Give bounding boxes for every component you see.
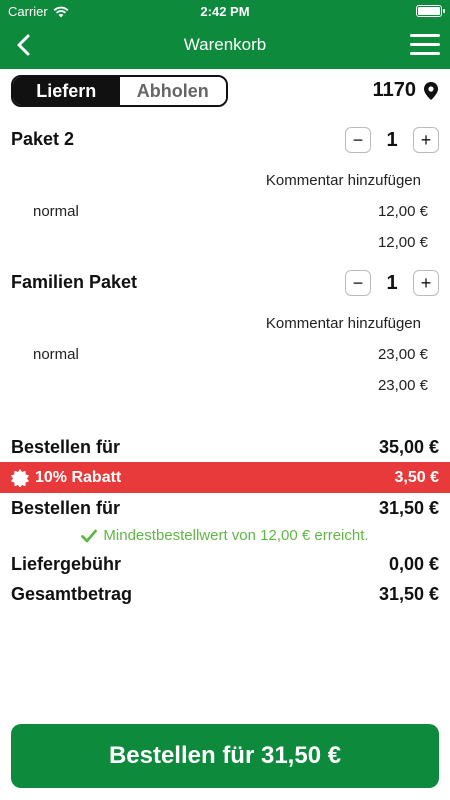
delivery-mode-toggle: Liefern Abholen [11, 75, 228, 107]
add-comment-link[interactable]: Kommentar hinzufügen [265, 172, 421, 189]
nav-bar: Warenkorb [0, 22, 450, 69]
subtotal-row: Bestellen für 35,00 € [11, 437, 439, 458]
add-comment-link[interactable]: Kommentar hinzufügen [265, 315, 421, 332]
carrier-label: Carrier [8, 4, 48, 19]
variant-price: 12,00 € [377, 203, 428, 220]
item-variant: normal [33, 203, 79, 220]
tab-pickup[interactable]: Abholen [119, 77, 226, 105]
delivery-fee-value: 0,00 € [388, 554, 439, 574]
discounted-total-row: Bestellen für 31,50 € [11, 498, 439, 519]
carrier-info: Carrier [8, 4, 69, 19]
cart-item-name: Paket 2 [11, 129, 75, 149]
item-variant: normal [33, 346, 79, 363]
grand-total-row: Gesamtbetrag 31,50 € [11, 584, 439, 605]
quantity-value: 1 [386, 271, 398, 294]
location-pin-icon [424, 81, 438, 100]
increase-button[interactable]: + [413, 127, 439, 153]
quantity-stepper: − 1 + [345, 270, 439, 296]
decrease-button[interactable]: − [345, 270, 371, 296]
quantity-value: 1 [386, 128, 398, 151]
postal-code: 1170 [372, 79, 416, 101]
hamburger-menu-icon[interactable] [410, 34, 440, 56]
status-bar: Carrier 2:42 PM [0, 0, 450, 22]
subtotal-label: Bestellen für [11, 437, 121, 457]
status-time: 2:42 PM [200, 4, 250, 19]
checkmark-icon [81, 529, 98, 542]
discount-value: 3,50 € [394, 468, 439, 486]
grand-total-label: Gesamtbetrag [11, 584, 133, 604]
wifi-icon [53, 6, 69, 17]
item-total: 23,00 € [377, 377, 428, 394]
back-arrow-icon[interactable] [12, 32, 38, 58]
discount-label: 10% Rabatt [35, 468, 122, 486]
battery-icon [416, 5, 445, 17]
page-title: Warenkorb [183, 35, 267, 54]
increase-button[interactable]: + [413, 270, 439, 296]
discount-banner: 10% Rabatt 3,50 € [0, 462, 450, 493]
subtotal-value: 35,00 € [378, 437, 439, 457]
min-order-status: Mindestbestellwert von 12,00 € erreicht. [0, 527, 450, 544]
discounted-total-value: 31,50 € [378, 498, 439, 518]
discounted-total-label: Bestellen für [11, 498, 121, 518]
quantity-stepper: − 1 + [345, 127, 439, 153]
grand-total-value: 31,50 € [378, 584, 439, 604]
discount-badge-icon [11, 468, 29, 487]
place-order-button[interactable]: Bestellen für 31,50 € [11, 724, 439, 788]
min-order-note: Mindestbestellwert von 12,00 € erreicht. [103, 527, 369, 544]
delivery-fee-row: Liefergebühr 0,00 € [11, 554, 439, 575]
variant-price: 23,00 € [377, 346, 428, 363]
delivery-fee-label: Liefergebühr [11, 554, 122, 574]
decrease-button[interactable]: − [345, 127, 371, 153]
tab-deliver[interactable]: Liefern [13, 77, 120, 105]
delivery-location[interactable]: 1170 [373, 79, 438, 102]
cart-item-name: Familien Paket [11, 272, 138, 292]
item-total: 12,00 € [377, 234, 428, 251]
